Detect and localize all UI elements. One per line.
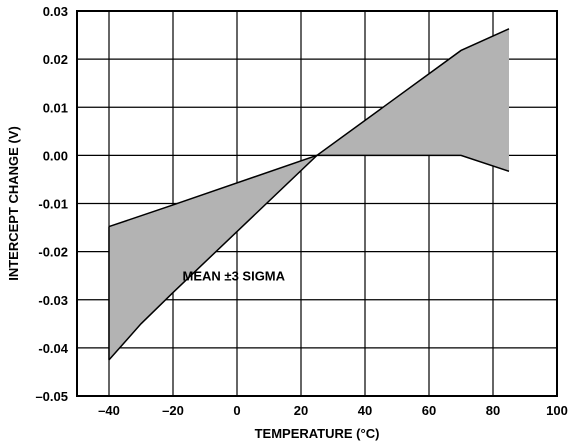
y-tick-label: 0.00: [43, 148, 68, 163]
y-tick-label: -0.01: [38, 197, 68, 212]
x-tick-label: –20: [162, 403, 184, 418]
y-axis-label: INTERCEPT CHANGE (V): [6, 126, 21, 281]
lower-bound-line: [108, 154, 510, 361]
y-tick-label: 0.03: [43, 4, 68, 19]
x-tick-label: 60: [422, 403, 436, 418]
x-tick-label: 100: [546, 403, 568, 418]
series-lines: [108, 28, 510, 361]
annotation-mean-3-sigma: MEAN ±3 SIGMA: [183, 269, 286, 284]
y-tick-label: 0.01: [43, 100, 68, 115]
x-tick-label: 0: [233, 403, 240, 418]
x-tick-label: 80: [486, 403, 500, 418]
x-tick-label: –40: [98, 403, 120, 418]
x-axis-label: TEMPERATURE (°C): [255, 426, 380, 441]
y-tick-label: -0.02: [38, 245, 68, 260]
y-tick-label: -0.04: [38, 341, 68, 356]
band-fill: [109, 28, 509, 360]
plot-frame: [76, 10, 558, 397]
x-tick-labels: –40 –20 0 20 40 60 80 100: [98, 403, 568, 418]
sigma-band-area: [109, 28, 509, 360]
y-tick-labels: 0.03 0.02 0.01 0.00 -0.01 -0.02 -0.03 -0.04 –0.0…: [35, 4, 68, 404]
x-tick-label: 20: [294, 403, 308, 418]
y-tick-label: 0.02: [43, 52, 68, 67]
y-tick-label: –0.05: [35, 389, 68, 404]
y-tick-label: -0.03: [38, 293, 68, 308]
x-tick-label: 40: [358, 403, 372, 418]
